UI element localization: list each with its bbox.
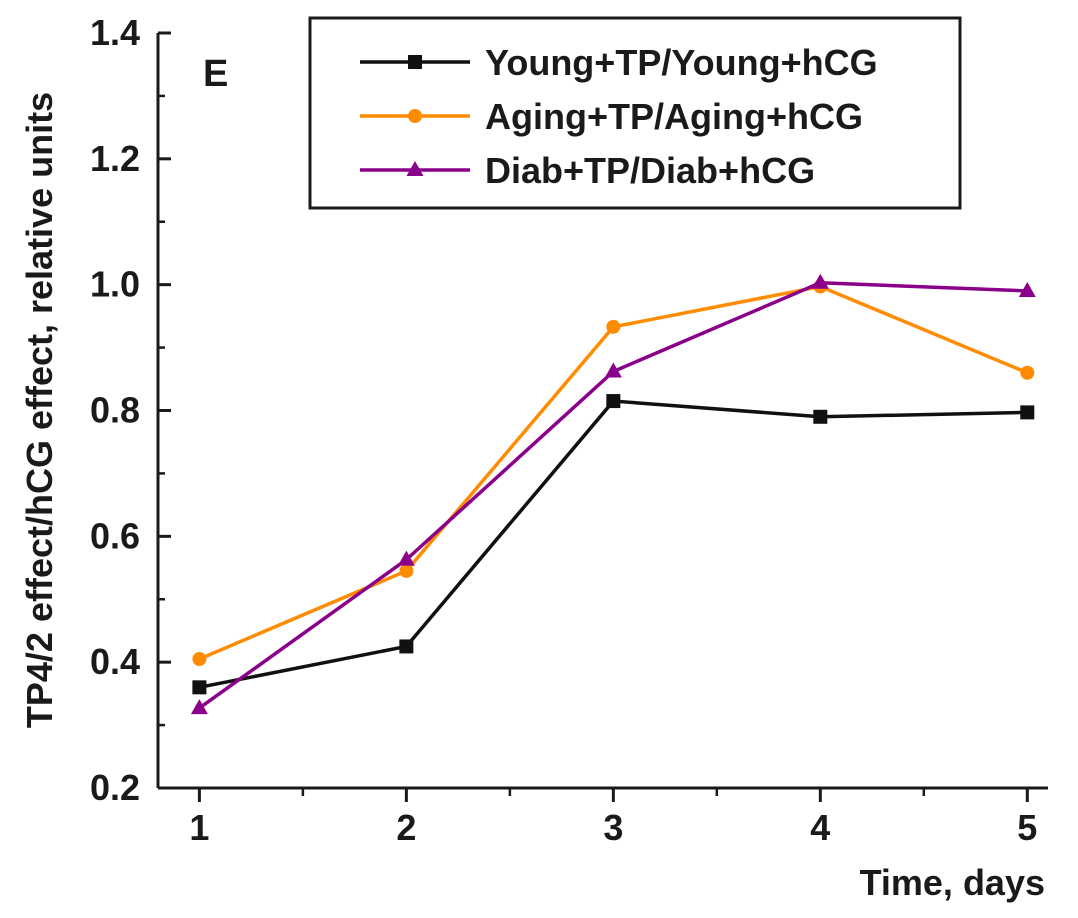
y-tick-label: 0.2 [90, 767, 140, 808]
legend-marker [408, 109, 422, 123]
y-axis-title: TP4/2 effect/hCG effect, relative units [19, 92, 60, 728]
data-point [606, 394, 621, 409]
y-tick-label: 1.0 [90, 264, 140, 305]
x-tick-label: 5 [1017, 807, 1037, 848]
legend-label: Aging+TP/Aging+hCG [485, 96, 863, 137]
data-point [399, 563, 414, 578]
y-tick-label: 1.4 [90, 12, 140, 53]
data-point [190, 699, 208, 715]
x-tick-label: 2 [396, 807, 416, 848]
chart-tick-labels: 0.2 0.4 0.6 0.8 1.0 1.2 1.4 1 2 3 4 5 [90, 12, 1037, 848]
data-point [399, 639, 414, 654]
data-point [192, 680, 207, 695]
x-tick-label: 3 [603, 807, 623, 848]
legend-marker [406, 161, 424, 176]
legend-label: Young+TP/Young+hCG [485, 42, 878, 83]
data-point [397, 550, 415, 566]
series-2 [190, 273, 1036, 715]
panel-label: E [203, 53, 228, 95]
legend-entry: Young+TP/Young+hCG [360, 42, 878, 83]
y-tick-label: 0.8 [90, 390, 140, 431]
chart-legend: Young+TP/Young+hCG Aging+TP/Aging+hCG Diab… [308, 16, 962, 210]
legend-marker [408, 55, 422, 69]
y-tick-label: 0.6 [90, 515, 140, 556]
x-axis-title: Time, days [860, 862, 1045, 903]
data-point [1018, 281, 1036, 297]
series-1 [192, 279, 1035, 667]
chart-series [190, 273, 1036, 715]
x-tick-label: 1 [189, 807, 209, 848]
data-point [813, 409, 828, 424]
chart-ticks [158, 31, 1029, 802]
y-tick-label: 0.4 [90, 641, 140, 682]
data-point [811, 273, 829, 289]
series-line [198, 284, 1028, 661]
data-point [606, 319, 621, 334]
x-tick-label: 4 [810, 807, 830, 848]
legend-entry: Aging+TP/Aging+hCG [360, 96, 863, 137]
series-0 [192, 394, 1035, 695]
data-point [192, 652, 207, 667]
series-line [198, 281, 1028, 710]
legend-entry: Diab+TP/Diab+hCG [360, 150, 815, 191]
data-point [1020, 365, 1035, 380]
legend-label: Diab+TP/Diab+hCG [485, 150, 815, 191]
series-line [199, 399, 1028, 690]
y-tick-label: 1.2 [90, 138, 140, 179]
data-point [1020, 405, 1035, 420]
data-point [604, 362, 622, 378]
